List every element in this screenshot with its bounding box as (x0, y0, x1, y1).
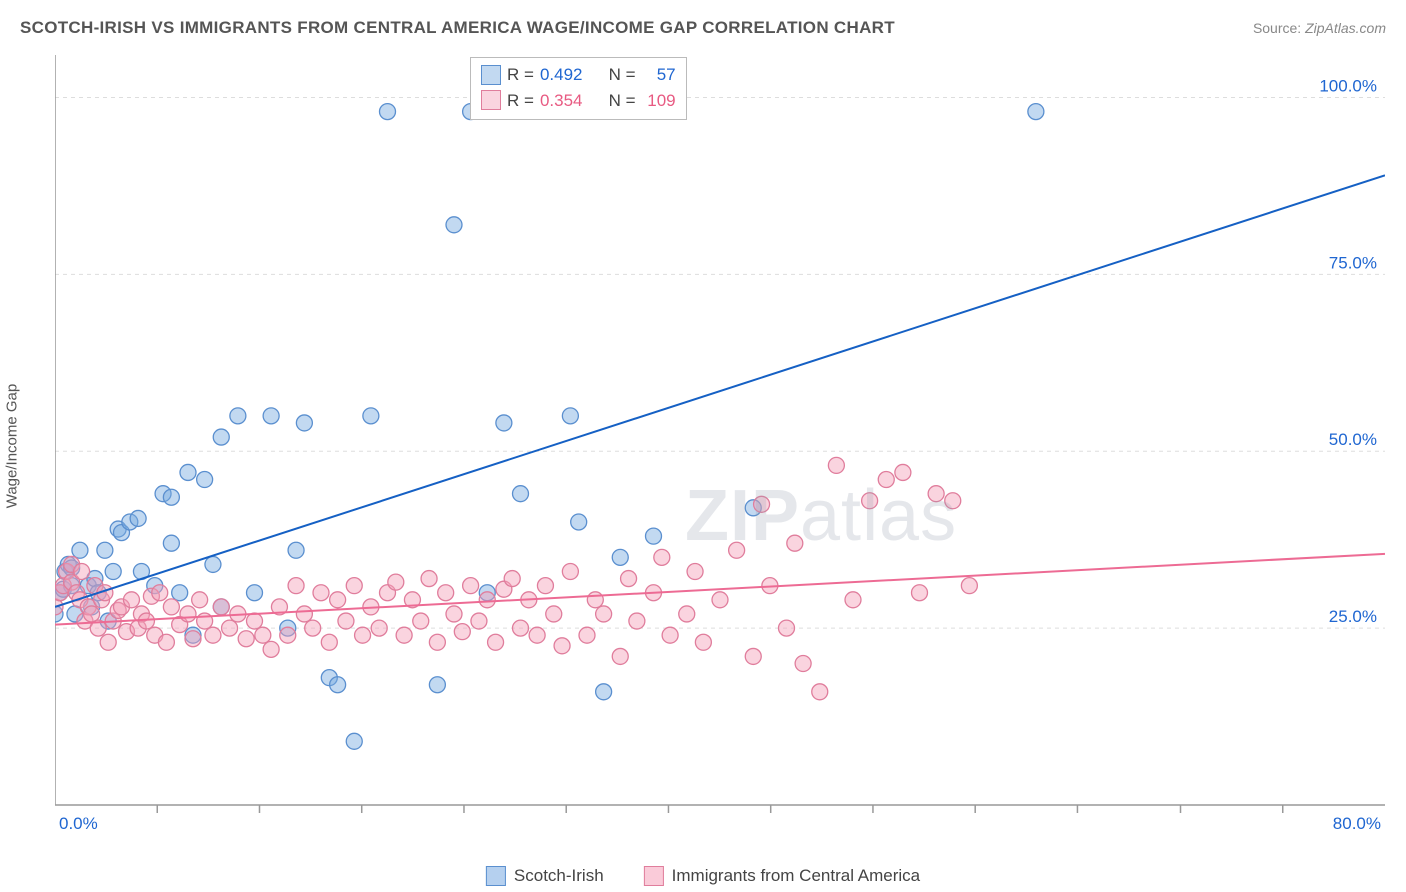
svg-text:75.0%: 75.0% (1329, 253, 1377, 272)
legend-item-2: Immigrants from Central America (644, 866, 920, 886)
source-attribution: Source: ZipAtlas.com (1253, 20, 1386, 36)
svg-text:25.0%: 25.0% (1329, 607, 1377, 626)
chart-plot-area: 25.0%50.0%75.0%100.0%0.0%80.0% ZIPatlas (55, 55, 1385, 835)
legend-item-1: Scotch-Irish (486, 866, 604, 886)
stat-r-label: R = (507, 88, 534, 114)
legend-swatch-1 (486, 866, 506, 886)
stat-r-value-1: 0.492 (540, 62, 592, 88)
legend-label-1: Scotch-Irish (514, 866, 604, 886)
svg-text:50.0%: 50.0% (1329, 430, 1377, 449)
legend-swatch-2 (644, 866, 664, 886)
chart-title: SCOTCH-IRISH VS IMMIGRANTS FROM CENTRAL … (20, 18, 895, 38)
stats-row-series1: R = 0.492 N = 57 (481, 62, 676, 88)
source-prefix: Source: (1253, 20, 1301, 36)
stats-row-series2: R = 0.354 N = 109 (481, 88, 676, 114)
legend: Scotch-Irish Immigrants from Central Ame… (486, 866, 920, 886)
stat-n-label: N = (609, 62, 636, 88)
stat-n-value-1: 57 (642, 62, 676, 88)
y-axis-label: Wage/Income Gap (4, 384, 21, 509)
stat-r-value-2: 0.354 (540, 88, 592, 114)
correlation-stats-box: R = 0.492 N = 57 R = 0.354 N = 109 (470, 57, 687, 120)
svg-text:80.0%: 80.0% (1333, 814, 1381, 833)
stat-n-value-2: 109 (642, 88, 676, 114)
source-name: ZipAtlas.com (1305, 20, 1386, 36)
legend-label-2: Immigrants from Central America (672, 866, 920, 886)
scatter-chart-svg: 25.0% 50.0% 75.0% 100.0% 0.0% 80.0% (55, 55, 1385, 835)
chart-header: SCOTCH-IRISH VS IMMIGRANTS FROM CENTRAL … (20, 18, 1386, 38)
stat-n-label: N = (609, 88, 636, 114)
stat-r-label: R = (507, 62, 534, 88)
svg-text:100.0%: 100.0% (1319, 76, 1377, 95)
svg-text:0.0%: 0.0% (59, 814, 98, 833)
swatch-blue (481, 65, 501, 85)
swatch-pink (481, 90, 501, 110)
